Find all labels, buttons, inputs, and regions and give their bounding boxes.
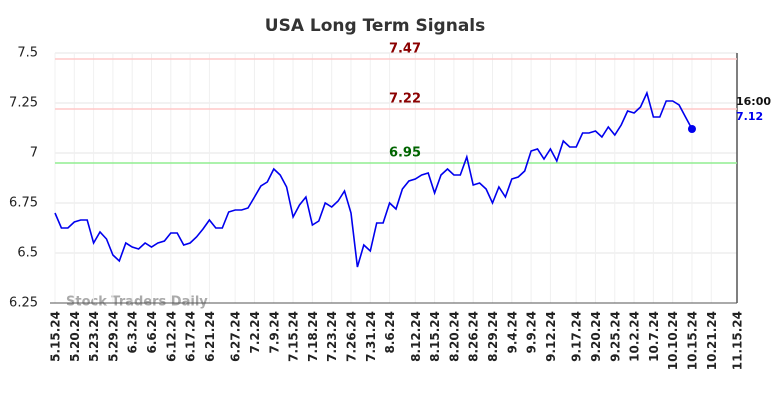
x-tick-label: 6.21.24 — [203, 311, 217, 362]
x-tick-label: 5.29.24 — [106, 311, 120, 362]
x-tick-label: 8.29.24 — [486, 311, 500, 362]
x-tick-label: 6.6.24 — [145, 311, 159, 354]
x-tick-label: 10.21.24 — [705, 311, 719, 370]
x-tick-label: 9.4.24 — [505, 311, 519, 354]
x-tick-label: 7.18.24 — [306, 311, 320, 362]
x-tick-label: 8.20.24 — [447, 311, 461, 362]
y-tick-label: 7 — [30, 146, 38, 161]
x-tick-label: 9.17.24 — [570, 311, 584, 362]
last-value: 7.12 — [736, 110, 763, 123]
x-tick-label: 10.7.24 — [647, 311, 661, 362]
y-tick-label: 7.5 — [17, 46, 38, 61]
x-tick-label: 10.2.24 — [628, 311, 642, 362]
x-tick-label: 7.2.24 — [248, 311, 262, 354]
x-tick-label: 8.15.24 — [428, 311, 442, 362]
x-tick-label: 7.23.24 — [325, 311, 339, 362]
x-tick-label: 9.25.24 — [608, 311, 622, 362]
series-line — [54, 90, 693, 268]
x-tick-label: 5.15.24 — [49, 311, 63, 362]
x-tick-label: 9.12.24 — [544, 311, 558, 362]
x-tick-label: 11.15.24 — [731, 311, 745, 370]
y-tick-label: 7.25 — [9, 96, 38, 111]
x-tick-label: 7.15.24 — [287, 311, 301, 362]
x-tick-label: 6.27.24 — [229, 311, 243, 362]
reference-label: 6.95 — [389, 146, 421, 161]
x-tick-label: 7.31.24 — [364, 311, 378, 362]
x-tick-label: 5.23.24 — [87, 311, 101, 362]
reference-label: 7.22 — [389, 92, 421, 107]
x-tick-label: 7.26.24 — [344, 311, 358, 362]
x-tick-label: 10.10.24 — [666, 311, 680, 370]
chart-title: USA Long Term Signals — [265, 16, 485, 36]
x-tick-label: 10.15.24 — [685, 311, 699, 370]
x-tick-label: 9.9.24 — [525, 311, 539, 354]
y-tick-label: 6.25 — [9, 296, 38, 311]
last-time: 16:00 — [736, 95, 771, 108]
x-tick-label: 7.9.24 — [267, 311, 281, 354]
x-tick-label: 6.3.24 — [126, 311, 140, 354]
x-tick-label: 6.12.24 — [164, 311, 178, 362]
x-tick-label: 9.20.24 — [589, 311, 603, 362]
x-tick-label: 5.20.24 — [68, 311, 82, 362]
x-tick-label: 8.12.24 — [409, 311, 423, 362]
y-tick-label: 6.75 — [9, 196, 38, 211]
last-point — [687, 125, 696, 133]
x-tick-label: 6.17.24 — [184, 311, 198, 362]
reference-label: 7.47 — [389, 42, 421, 57]
watermark: Stock Traders Daily — [66, 295, 208, 310]
x-tick-label: 8.26.24 — [467, 311, 481, 362]
y-tick-label: 6.5 — [17, 246, 38, 261]
x-tick-label: 8.6.24 — [383, 311, 397, 354]
